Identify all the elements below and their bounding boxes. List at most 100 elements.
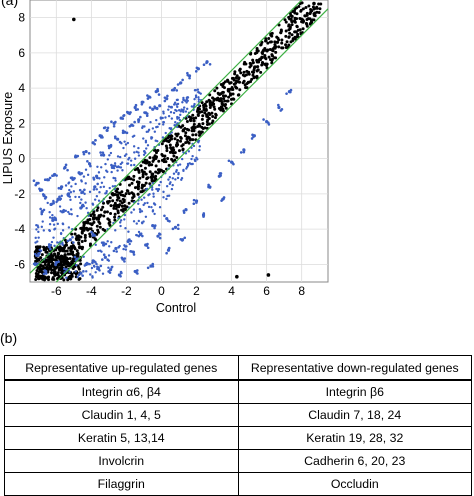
changed-point xyxy=(153,224,156,228)
changed-point xyxy=(64,184,68,187)
unchanged-point xyxy=(287,28,291,32)
unchanged-point xyxy=(113,201,117,205)
changed-point xyxy=(108,154,111,157)
changed-point xyxy=(188,162,191,165)
unchanged-point xyxy=(230,87,234,91)
changed-point xyxy=(112,249,116,253)
unchanged-point xyxy=(223,99,227,103)
unchanged-point xyxy=(91,216,95,220)
unchanged-point xyxy=(212,105,216,109)
unchanged-point xyxy=(190,129,194,133)
unchanged-point xyxy=(277,45,281,49)
changed-point xyxy=(124,248,128,251)
changed-point xyxy=(169,106,173,109)
unchanged-point xyxy=(277,38,281,42)
changed-point xyxy=(151,209,155,212)
unchanged-point xyxy=(298,16,302,20)
unchanged-point xyxy=(313,14,317,18)
unchanged-point xyxy=(177,149,181,153)
changed-point xyxy=(177,171,180,175)
changed-point xyxy=(64,163,68,167)
changed-point xyxy=(106,240,109,243)
changed-point xyxy=(199,92,202,95)
changed-point xyxy=(133,163,136,167)
unchanged-point xyxy=(184,131,188,135)
unchanged-point xyxy=(236,80,240,84)
changed-point xyxy=(168,176,172,179)
unchanged-point xyxy=(181,143,185,147)
changed-point xyxy=(172,111,176,115)
unchanged-point xyxy=(84,221,88,225)
changed-point xyxy=(68,195,72,198)
unchanged-point xyxy=(141,189,145,193)
unchanged-point xyxy=(266,273,271,277)
changed-point xyxy=(158,236,162,240)
unchanged-point xyxy=(165,149,169,153)
unchanged-point xyxy=(202,105,206,109)
unchanged-point xyxy=(43,262,47,266)
changed-point xyxy=(94,138,97,142)
unchanged-point xyxy=(151,179,155,183)
changed-point xyxy=(69,191,73,194)
unchanged-point xyxy=(201,127,205,131)
changed-point xyxy=(77,273,81,277)
changed-point xyxy=(108,186,111,190)
changed-point xyxy=(194,94,198,97)
unchanged-point xyxy=(264,39,268,43)
changed-point xyxy=(157,93,161,96)
x-tick-label: -2 xyxy=(121,284,132,298)
changed-point xyxy=(194,70,198,73)
changed-point xyxy=(137,202,140,205)
fold-change-lines xyxy=(29,0,329,283)
unchanged-point xyxy=(267,55,271,59)
unchanged-point xyxy=(148,156,152,160)
changed-point xyxy=(67,210,70,214)
unchanged-point xyxy=(149,175,153,179)
down-gene-cell: Occludin xyxy=(237,472,472,496)
unchanged-point xyxy=(192,117,196,121)
changed-point xyxy=(151,107,155,111)
changed-point xyxy=(81,274,84,277)
unchanged-point xyxy=(200,117,204,121)
unchanged-point xyxy=(304,5,308,9)
changed-point xyxy=(142,153,146,156)
unchanged-point xyxy=(82,224,86,228)
unchanged-point xyxy=(76,254,80,258)
changed-point xyxy=(121,117,125,120)
changed-point xyxy=(76,214,79,218)
unchanged-point xyxy=(63,253,67,257)
changed-point xyxy=(98,269,101,272)
changed-point xyxy=(106,126,110,130)
changed-point xyxy=(100,166,103,169)
unchanged-point xyxy=(140,186,144,190)
unchanged-point xyxy=(60,263,64,267)
changed-point xyxy=(156,187,160,191)
changed-point xyxy=(168,219,171,223)
changed-point xyxy=(135,150,138,154)
changed-point xyxy=(98,177,101,180)
changed-point xyxy=(37,181,40,185)
changed-point xyxy=(114,246,118,251)
changed-point xyxy=(143,149,146,153)
table-row: Integrin α6, β4 Integrin β6 xyxy=(4,379,472,404)
changed-point xyxy=(129,164,133,167)
unchanged-point xyxy=(197,130,201,134)
changed-point xyxy=(202,215,205,218)
changed-point xyxy=(87,152,91,155)
y-tick-label: -2 xyxy=(14,187,25,201)
changed-point xyxy=(130,211,133,214)
unchanged-point xyxy=(231,92,235,96)
x-tick-label: 6 xyxy=(263,284,270,298)
changed-point xyxy=(197,98,201,101)
unchanged-point xyxy=(262,48,266,52)
changed-point xyxy=(121,129,125,133)
changed-point xyxy=(289,88,293,92)
changed-point xyxy=(91,276,94,279)
changed-point xyxy=(115,250,118,253)
changed-point xyxy=(164,131,167,135)
unchanged-point xyxy=(205,120,209,124)
changed-point xyxy=(61,229,65,232)
unchanged-point xyxy=(120,190,124,194)
changed-point xyxy=(133,120,136,124)
changed-point xyxy=(277,103,280,107)
